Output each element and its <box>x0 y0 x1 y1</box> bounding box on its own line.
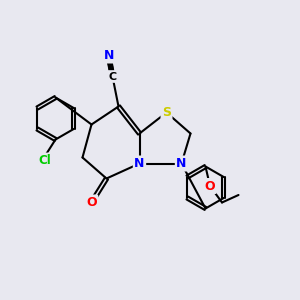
Text: Cl: Cl <box>39 154 51 167</box>
Text: N: N <box>134 157 145 170</box>
Text: O: O <box>205 179 215 193</box>
Text: S: S <box>162 106 171 119</box>
Text: C: C <box>108 71 117 82</box>
Text: O: O <box>86 196 97 209</box>
Text: N: N <box>176 157 187 170</box>
Text: N: N <box>103 49 114 62</box>
